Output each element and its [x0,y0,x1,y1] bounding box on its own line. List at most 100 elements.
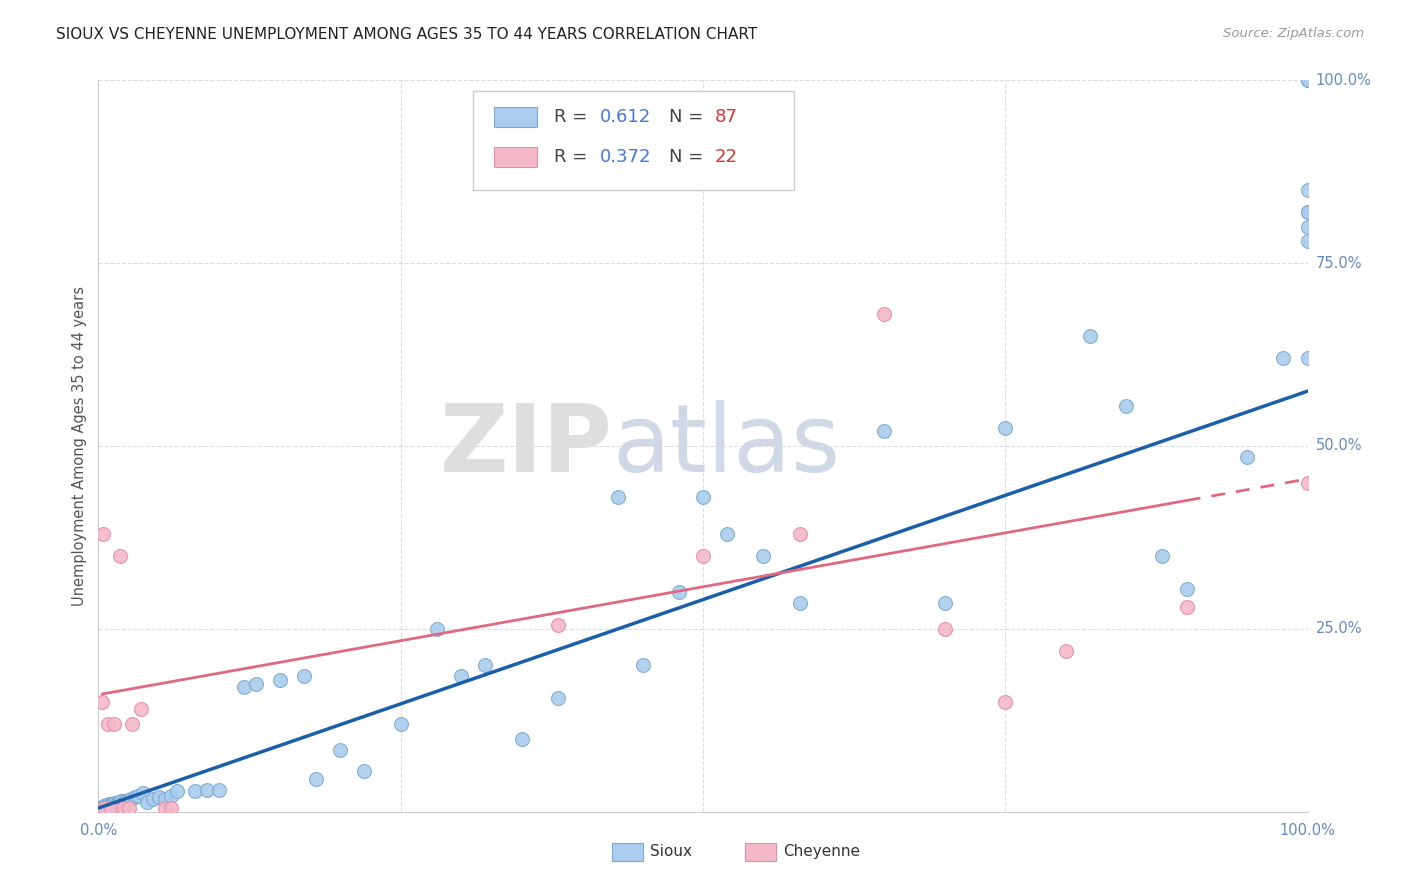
Point [389,717,412,731]
Point [245,676,267,690]
Text: R =: R = [554,108,593,126]
Point [160,789,183,803]
Point [1296,73,1319,87]
Point [91,799,114,814]
Point [1078,329,1101,343]
FancyBboxPatch shape [612,843,643,861]
Text: 0.372: 0.372 [600,148,652,166]
Text: 0.612: 0.612 [600,108,651,126]
Point [114,794,136,808]
Point [1296,73,1319,87]
Point [873,425,896,439]
Point [91,695,114,709]
Point [108,549,131,563]
Point [426,622,449,636]
Point [100,801,122,815]
Point [93,798,115,813]
Point [142,791,165,805]
Point [97,798,120,813]
Point [1296,234,1319,248]
Text: 22: 22 [716,148,738,166]
Point [135,795,157,809]
Point [1296,205,1319,219]
Point [100,799,122,814]
Point [153,791,176,805]
Point [96,801,118,815]
Text: 0.0%: 0.0% [80,822,117,838]
Text: 25.0%: 25.0% [1316,622,1362,636]
Point [547,691,569,706]
Point [100,798,122,813]
Text: 75.0%: 75.0% [1316,256,1362,270]
Text: 100.0%: 100.0% [1316,73,1372,87]
Point [789,596,811,610]
Point [118,801,141,815]
Point [108,795,131,809]
Point [716,526,738,541]
Point [91,802,114,816]
Point [353,764,375,779]
Point [111,796,134,810]
Point [97,800,120,814]
Point [100,797,122,812]
Point [1296,475,1319,490]
Point [692,490,714,504]
Point [100,801,122,815]
Point [153,801,176,815]
FancyBboxPatch shape [745,843,776,861]
Point [1296,205,1319,219]
Point [103,796,125,810]
Text: ZIP: ZIP [440,400,612,492]
Point [1296,73,1319,87]
Text: 50.0%: 50.0% [1316,439,1362,453]
FancyBboxPatch shape [474,91,793,190]
Point [329,742,352,756]
Point [129,702,152,716]
Text: Sioux: Sioux [650,845,692,859]
Point [111,801,134,815]
Point [108,796,131,810]
Point [120,791,142,805]
Text: Cheyenne: Cheyenne [783,845,860,859]
Point [1175,582,1198,596]
Point [127,789,149,803]
Point [91,526,114,541]
Point [110,794,132,808]
Point [105,796,128,810]
Point [132,787,155,801]
Point [547,618,569,632]
Point [510,731,533,746]
Point [474,658,496,673]
Text: N =: N = [669,108,709,126]
Point [166,784,188,798]
Point [121,717,143,731]
Point [97,717,120,731]
Point [1272,351,1295,366]
Point [160,801,183,815]
Point [118,793,141,807]
Point [93,801,115,815]
Point [668,585,690,599]
FancyBboxPatch shape [494,107,537,127]
Point [195,782,218,797]
Point [93,802,115,816]
Text: R =: R = [554,148,593,166]
Point [124,790,146,805]
Point [94,799,117,814]
Point [1115,399,1137,413]
Point [1296,351,1319,366]
Point [184,784,207,798]
Point [305,772,328,786]
Point [98,797,121,812]
Point [115,795,138,809]
Point [98,799,121,814]
Point [103,798,125,813]
Point [450,669,472,683]
Point [1296,183,1319,197]
Point [789,526,811,541]
Text: N =: N = [669,148,709,166]
Point [103,717,125,731]
Point [101,800,124,814]
Point [292,669,315,683]
Point [631,658,654,673]
